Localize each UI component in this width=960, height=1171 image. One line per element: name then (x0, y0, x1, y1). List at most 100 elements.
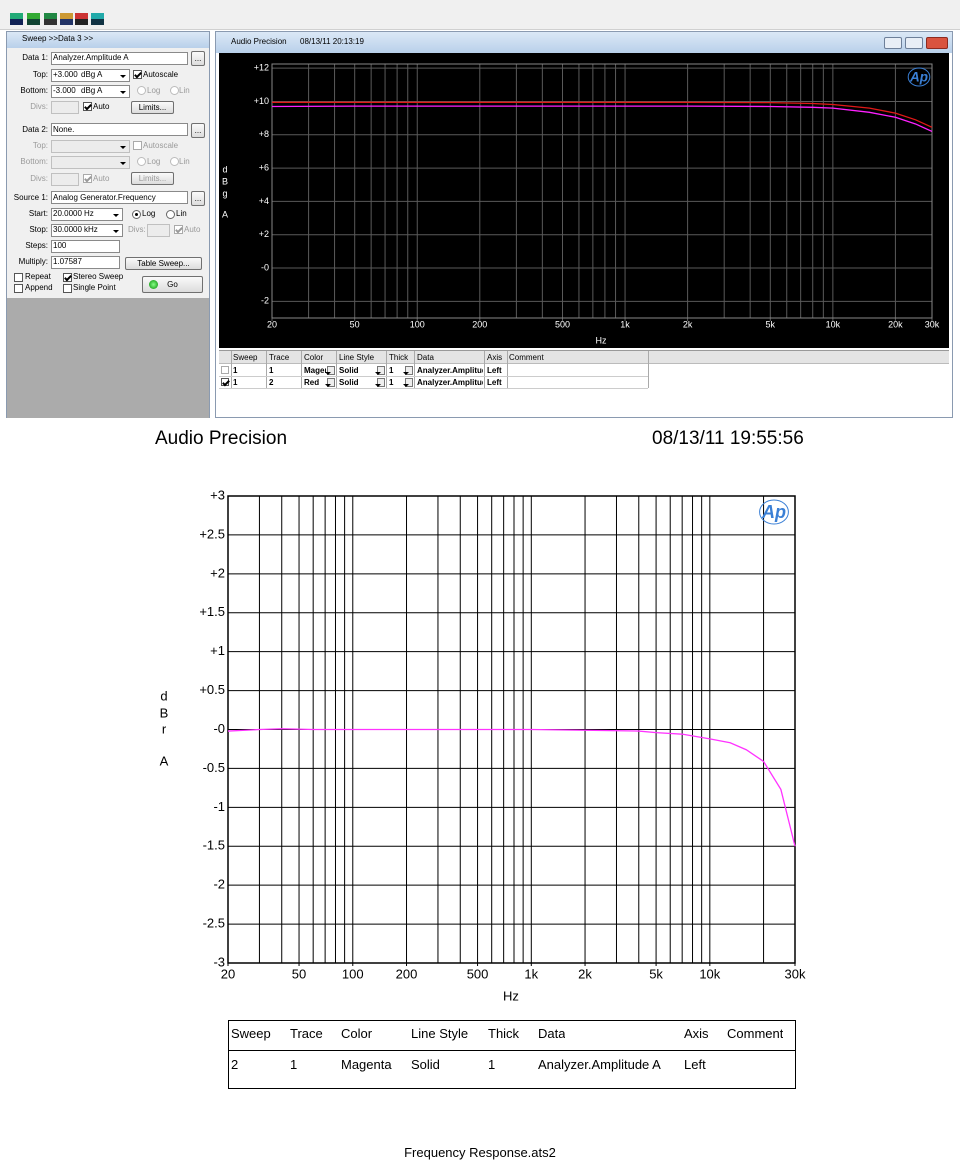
field-label: Divs: (30, 174, 48, 183)
panel-title: Sweep >>Data 3 >> (22, 34, 94, 43)
close-button[interactable] (926, 37, 948, 49)
field-label: Steps: (25, 241, 48, 250)
table-header: Color (341, 1026, 373, 1041)
checkbox[interactable] (14, 284, 23, 293)
table-header: Sweep (231, 1026, 271, 1041)
minimize-button[interactable] (884, 37, 902, 49)
y-tick-label: +8 (259, 129, 269, 139)
input-field[interactable] (51, 208, 123, 221)
radio-button[interactable] (166, 210, 175, 219)
y-axis-label: d (160, 688, 167, 703)
radio-button[interactable] (170, 157, 179, 166)
checkbox[interactable] (63, 273, 72, 282)
button[interactable]: ... (191, 123, 205, 138)
field-text: -3.000 (53, 86, 76, 95)
column-divider (266, 351, 267, 388)
input-field[interactable] (51, 156, 130, 169)
input-field[interactable] (147, 224, 170, 237)
column-divider (336, 351, 337, 388)
x-tick-label: 100 (342, 966, 364, 981)
window-title: Audio Precision (231, 37, 287, 46)
input-field[interactable] (51, 123, 188, 136)
button[interactable]: ... (191, 191, 205, 206)
x-tick-label: 500 (555, 319, 570, 329)
radio-button[interactable] (137, 157, 146, 166)
table-header: Line Style (411, 1026, 469, 1041)
checkbox[interactable] (83, 102, 92, 111)
table-cell: 1 (389, 366, 394, 375)
radio-button[interactable] (132, 210, 141, 219)
cell-dropdown[interactable] (375, 378, 385, 387)
button[interactable]: Table Sweep... (125, 257, 202, 270)
table-cell: Analyzer.Amplitude A (417, 378, 483, 387)
field-label: Data 2: (22, 125, 48, 134)
table-cell: 2 (231, 1057, 239, 1072)
footer-text: Frequency Response.ats2 (404, 1145, 556, 1160)
field-text: Append (25, 283, 53, 292)
input-field[interactable] (51, 224, 123, 237)
checkbox[interactable] (133, 70, 142, 79)
column-divider (648, 351, 649, 388)
input-field[interactable] (51, 52, 188, 65)
checkbox[interactable] (63, 284, 72, 293)
radio-button[interactable] (170, 86, 179, 95)
y-tick-label: -0 (213, 721, 225, 736)
checkbox[interactable] (133, 141, 142, 150)
button[interactable]: ... (191, 51, 205, 66)
table-cell: Left (487, 378, 502, 387)
table-header: Trace (290, 1026, 323, 1041)
table-cell: 1 (233, 366, 238, 375)
field-text: Repeat (25, 272, 51, 281)
table-header: Trace (269, 353, 290, 362)
toolbar-icon[interactable] (75, 13, 88, 25)
input-field[interactable] (51, 101, 79, 114)
x-tick-label: 5k (649, 966, 663, 981)
table-cell: 1 (290, 1057, 298, 1072)
toolbar-icon[interactable] (91, 13, 104, 25)
x-tick-label: 20 (221, 966, 235, 981)
row-checkbox[interactable] (221, 378, 229, 386)
checkbox[interactable] (83, 174, 92, 183)
logo: Ap (761, 502, 786, 522)
field-text: dBg A (81, 70, 103, 79)
button[interactable]: Limits... (131, 172, 174, 185)
maximize-button[interactable] (905, 37, 923, 49)
radio-button[interactable] (137, 86, 146, 95)
table-cell: 1 (488, 1057, 496, 1072)
input-field[interactable] (51, 256, 120, 269)
panel-title-bar (7, 32, 209, 48)
input-field[interactable] (51, 140, 130, 153)
input-field[interactable] (51, 173, 79, 186)
cell-dropdown[interactable] (403, 378, 413, 387)
toolbar-icon[interactable] (44, 13, 57, 25)
row-checkbox[interactable] (221, 366, 229, 374)
toolbar-icon[interactable] (27, 13, 40, 25)
table-header: Comment (509, 353, 544, 362)
cell-dropdown[interactable] (325, 366, 335, 375)
cell-dropdown[interactable] (375, 366, 385, 375)
field-text: Analyzer.Amplitude A (53, 53, 129, 62)
trace-table-header (219, 350, 949, 364)
input-field[interactable] (51, 191, 188, 204)
x-tick-label: 20 (267, 319, 277, 329)
table-cell: Solid (339, 366, 359, 375)
y-tick-label: +12 (254, 63, 269, 73)
panel-empty-area (7, 298, 209, 418)
cell-dropdown[interactable] (403, 366, 413, 375)
button[interactable]: Limits... (131, 101, 174, 114)
toolbar-icon[interactable] (10, 13, 23, 25)
checkbox[interactable] (14, 273, 23, 282)
checkbox[interactable] (174, 225, 183, 234)
input-field[interactable] (51, 69, 130, 82)
input-field[interactable] (51, 85, 130, 98)
plot-border (227, 495, 796, 964)
field-label: Multiply: (18, 257, 48, 266)
field-text: Autoscale (143, 70, 179, 79)
y-tick-label: -2 (261, 296, 269, 306)
input-field[interactable] (51, 240, 120, 253)
field-text: Auto (93, 174, 110, 183)
toolbar-icon[interactable] (60, 13, 73, 25)
field-text: 20.0000 (53, 209, 82, 218)
cell-dropdown[interactable] (325, 378, 335, 387)
button[interactable]: Go (142, 276, 203, 293)
